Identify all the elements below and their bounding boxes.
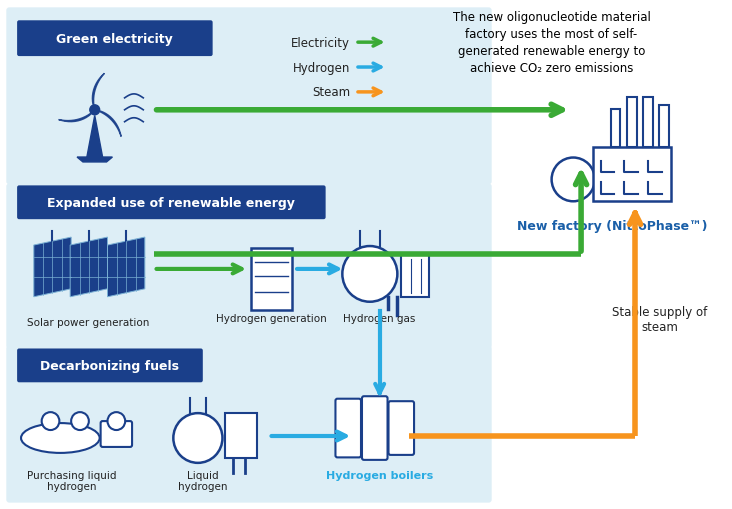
Circle shape	[42, 412, 59, 430]
Text: Hydrogen gas: Hydrogen gas	[343, 313, 416, 323]
Polygon shape	[92, 74, 105, 105]
FancyBboxPatch shape	[7, 8, 492, 185]
Text: Purchasing liquid
hydrogen: Purchasing liquid hydrogen	[27, 470, 117, 492]
Text: Expanded use of renewable energy: Expanded use of renewable energy	[48, 196, 295, 209]
Bar	[593, 147, 671, 202]
Text: achieve CO₂ zero emissions: achieve CO₂ zero emissions	[470, 62, 633, 75]
Circle shape	[108, 412, 125, 430]
Text: factory uses the most of self-: factory uses the most of self-	[466, 28, 638, 41]
Text: Liquid
hydrogen: Liquid hydrogen	[178, 470, 228, 492]
Bar	[225, 413, 257, 458]
Text: Hydrogen: Hydrogen	[293, 62, 350, 74]
Polygon shape	[108, 238, 145, 297]
Text: Steam: Steam	[312, 86, 350, 99]
Bar	[610, 109, 621, 147]
Polygon shape	[59, 114, 91, 122]
Ellipse shape	[21, 423, 100, 453]
Text: The new oligonucleotide material: The new oligonucleotide material	[452, 11, 651, 24]
Circle shape	[71, 412, 89, 430]
Text: generated renewable energy to: generated renewable energy to	[458, 45, 646, 58]
Text: Hydrogen generation: Hydrogen generation	[216, 313, 327, 323]
Bar	[659, 105, 668, 147]
Text: Hydrogen boilers: Hydrogen boilers	[326, 470, 433, 480]
FancyBboxPatch shape	[362, 397, 387, 460]
FancyBboxPatch shape	[7, 346, 492, 503]
FancyBboxPatch shape	[389, 402, 414, 455]
Polygon shape	[34, 238, 71, 297]
FancyBboxPatch shape	[7, 184, 492, 349]
Circle shape	[552, 158, 595, 202]
Polygon shape	[100, 112, 121, 137]
Text: Decarbonizing fuels: Decarbonizing fuels	[40, 359, 179, 372]
Polygon shape	[87, 116, 102, 158]
FancyBboxPatch shape	[100, 421, 132, 447]
Bar	[643, 98, 653, 147]
Bar	[251, 248, 292, 310]
FancyBboxPatch shape	[17, 21, 212, 57]
Circle shape	[90, 105, 100, 116]
Text: Electricity: Electricity	[291, 37, 350, 49]
Bar	[401, 256, 429, 297]
Bar	[627, 98, 637, 147]
Circle shape	[343, 246, 397, 302]
FancyBboxPatch shape	[335, 399, 361, 458]
FancyBboxPatch shape	[17, 349, 203, 383]
Circle shape	[173, 413, 223, 463]
Text: Stable supply of
steam: Stable supply of steam	[612, 305, 707, 333]
Polygon shape	[77, 158, 113, 162]
Text: Solar power generation: Solar power generation	[26, 317, 149, 327]
Polygon shape	[70, 238, 108, 297]
Text: Green electricity: Green electricity	[56, 33, 173, 46]
FancyBboxPatch shape	[17, 186, 326, 220]
Text: New factory (NittoPhase™): New factory (NittoPhase™)	[518, 220, 708, 233]
